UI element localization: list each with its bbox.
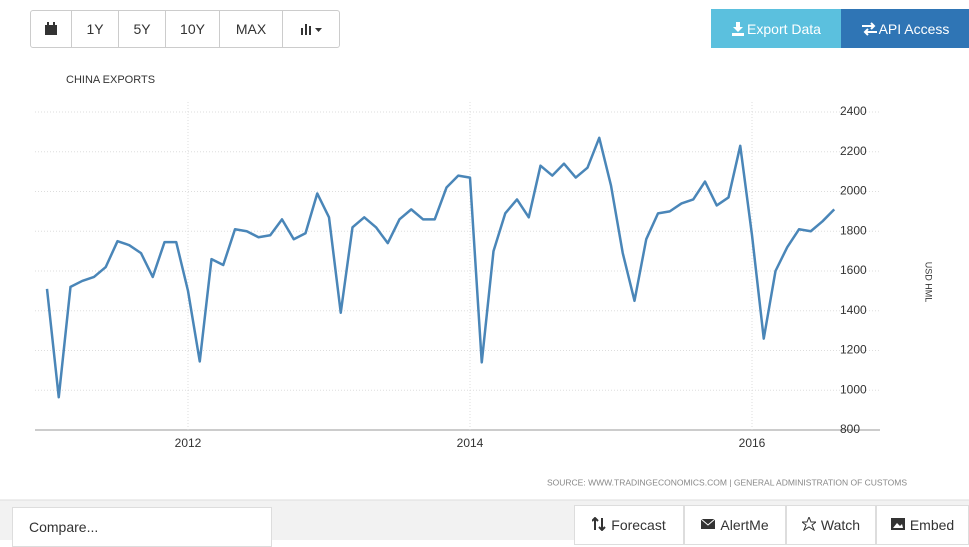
y-tick-label: 1800 <box>840 223 867 237</box>
api-button[interactable]: API Access <box>841 9 969 48</box>
range-button[interactable]: 10Y <box>166 10 220 48</box>
export-label: Export Data <box>747 20 821 37</box>
range-button[interactable]: 1Y <box>72 10 119 48</box>
button-label: Embed <box>909 517 955 533</box>
button-icon <box>801 517 816 531</box>
line-series <box>45 136 836 399</box>
button-label: Watch <box>820 517 861 533</box>
button-icon <box>701 518 716 529</box>
range-button[interactable]: MAX <box>220 10 283 48</box>
compare-input[interactable]: Compare... <box>12 507 272 547</box>
x-tick-label: 2016 <box>739 436 766 450</box>
y-tick-label: 1000 <box>840 382 867 396</box>
button-label: AlertMe <box>720 517 769 533</box>
calendar-icon <box>44 22 57 35</box>
button-label: Forecast <box>611 517 666 533</box>
compare-placeholder: Compare... <box>29 519 99 535</box>
y-tick-label: 2400 <box>840 104 867 118</box>
export-button[interactable]: Export Data <box>711 9 841 48</box>
y-axis-label: USD HML <box>924 262 934 303</box>
y-tick-label: 2200 <box>840 144 867 158</box>
x-tick-label: 2012 <box>175 436 202 450</box>
y-tick-label: 800 <box>840 422 860 436</box>
range-group <box>30 10 340 48</box>
y-tick-label: 1200 <box>840 343 867 357</box>
y-tick-label: 2000 <box>840 184 867 198</box>
download-icon <box>732 21 745 36</box>
y-tick-label: 1600 <box>840 263 867 277</box>
footer-button[interactable]: Forecast <box>574 505 684 545</box>
calendar-button[interactable] <box>30 10 72 48</box>
button-icon <box>592 517 606 531</box>
footer-button[interactable]: Watch <box>786 505 876 545</box>
range-button[interactable]: 5Y <box>119 10 166 48</box>
chart-type-button[interactable] <box>283 10 340 48</box>
y-tick-label: 1400 <box>840 303 867 317</box>
footer-button[interactable]: Embed <box>876 505 969 545</box>
source: SOURCE: WWW.TRADINGECONOMICS.COM | GENER… <box>547 477 907 487</box>
exchange-icon <box>861 21 877 36</box>
button-icon <box>890 518 905 530</box>
x-tick-label: 2014 <box>457 436 484 450</box>
chart-type-icon <box>300 24 322 35</box>
api-label: API Access <box>878 20 950 37</box>
footer-button[interactable]: AlertMe <box>684 505 786 545</box>
chart-title: CHINA EXPORTS <box>66 74 155 86</box>
